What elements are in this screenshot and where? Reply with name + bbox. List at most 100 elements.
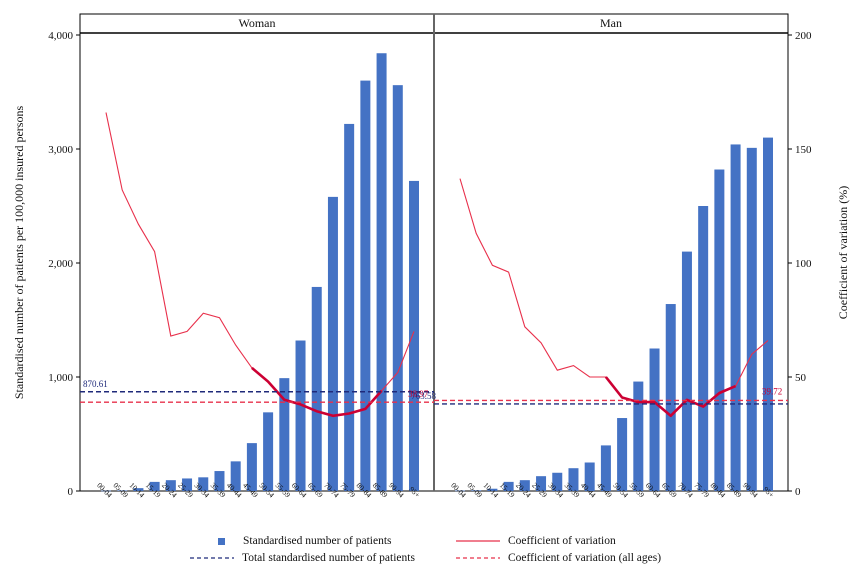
x-tick-label-woman: 65-69 <box>306 481 325 500</box>
bar-man-10-14 <box>487 488 498 491</box>
cv-all-label-woman: 38.97 <box>408 389 429 399</box>
y-left-tick-label: 1,000 <box>48 372 73 384</box>
bar-man-30-34 <box>552 472 563 491</box>
bar-man-75-79 <box>698 206 709 491</box>
bar-woman-90-94 <box>392 85 403 491</box>
legend-label-cv: Coefficient of variation <box>508 535 616 547</box>
panel-title-woman: Woman <box>238 16 275 30</box>
x-tick-label-man: 00-04 <box>449 481 468 500</box>
cv-highlight-woman <box>251 366 383 418</box>
x-tick-label-man: 55-59 <box>628 481 647 500</box>
x-tick-label-man: 10-14 <box>482 481 501 500</box>
bar-man-35-39 <box>568 468 579 491</box>
x-tick-label-woman: 05-09 <box>111 481 130 500</box>
bar-woman-25-29 <box>182 478 193 491</box>
cv-all-label-man: 39.72 <box>762 386 782 396</box>
bar-woman-15-19 <box>149 481 160 491</box>
legend-label-cv-all: Coefficient of variation (all ages) <box>508 552 662 564</box>
total-label-woman: 870.61 <box>83 379 108 389</box>
legend-swatch-cv-all <box>456 557 500 559</box>
y-left-tick-label: 0 <box>68 486 74 498</box>
bar-woman-55-59 <box>279 378 290 491</box>
bar-man-05-09 <box>471 490 482 491</box>
x-tick-label-woman: 75-79 <box>338 481 357 500</box>
x-tick-label-woman: 10-14 <box>128 481 147 500</box>
x-tick-label-man: 20-24 <box>514 481 533 500</box>
x-tick-label-man: 75-79 <box>692 481 711 500</box>
x-tick-label-woman: 70-74 <box>322 481 341 500</box>
bar-woman-40-44 <box>230 461 241 491</box>
x-tick-label-woman: 30-34 <box>192 481 211 500</box>
x-tick-label-woman: 60-64 <box>290 481 309 500</box>
x-tick-label-man: 35-39 <box>563 481 582 500</box>
y-right-tick-label: 100 <box>795 258 812 270</box>
bar-woman-30-34 <box>198 477 209 491</box>
x-tick-label-woman: 25-29 <box>176 481 195 500</box>
x-tick-label-man: 50-54 <box>611 481 630 500</box>
bar-woman-10-14 <box>133 488 144 491</box>
bar-woman-50-54 <box>263 412 274 491</box>
y-left-tick-label: 4,000 <box>48 30 73 42</box>
x-tick-label-man: 30-34 <box>546 481 565 500</box>
bar-woman-45-49 <box>246 443 257 491</box>
x-tick-label-man: 70-74 <box>676 481 695 500</box>
x-tick-label-woman: 45-49 <box>241 481 260 500</box>
bar-man-90-94 <box>746 147 757 492</box>
x-tick-label-woman: 55-59 <box>274 481 293 500</box>
bar-man-80-84 <box>714 169 725 491</box>
x-tick-label-woman: 00-04 <box>95 481 114 500</box>
bar-woman-95+ <box>409 180 419 492</box>
bar-woman-20-24 <box>165 480 176 491</box>
y-left-tick-label: 3,000 <box>48 144 73 156</box>
y-right-tick-label: 200 <box>795 30 812 42</box>
legend-item-cv-all: Coefficient of variation (all ages) <box>456 549 661 567</box>
x-tick-label-man: 45-49 <box>595 481 614 500</box>
x-tick-label-man: 85-89 <box>725 481 744 500</box>
legend-item-total: Total standardised number of patients <box>190 549 415 567</box>
x-tick-label-woman: 80-84 <box>355 481 374 500</box>
bar-woman-65-69 <box>311 286 322 491</box>
x-tick-label-woman: 40-44 <box>225 481 244 500</box>
bar-woman-05-09 <box>117 490 128 492</box>
y-left-tick-label: 2,000 <box>48 258 73 270</box>
bar-woman-75-79 <box>344 123 355 492</box>
bar-man-00-04 <box>455 490 465 492</box>
bar-man-45-49 <box>600 445 611 491</box>
bar-man-60-64 <box>649 348 660 491</box>
bar-man-65-69 <box>665 304 676 491</box>
total-label-man: 763.58 <box>411 391 436 401</box>
x-tick-label-woman: 15-19 <box>144 481 163 500</box>
x-tick-label-woman: 85-89 <box>371 481 390 500</box>
legend-swatch-total <box>190 557 234 559</box>
legend-swatch-bars <box>218 537 225 545</box>
bar-woman-35-39 <box>214 471 225 491</box>
bar-man-15-19 <box>503 481 514 491</box>
bar-man-20-24 <box>519 480 530 491</box>
bar-man-85-89 <box>730 144 741 491</box>
bar-woman-85-89 <box>376 53 387 492</box>
y-left-axis-title: Standardised number of patients per 100,… <box>12 106 26 400</box>
x-tick-label-man: 25-29 <box>530 481 549 500</box>
x-tick-label-man: 80-84 <box>709 481 728 500</box>
bar-woman-80-84 <box>360 80 371 491</box>
x-tick-label-woman: 90-94 <box>387 481 406 500</box>
bar-man-40-44 <box>584 462 595 491</box>
y-right-axis-title: Coefficient of variation (%) <box>836 186 850 319</box>
x-tick-label-woman: 35-39 <box>209 481 228 500</box>
x-tick-label-man: 40-44 <box>579 481 598 500</box>
panel-title-man: Man <box>600 16 622 30</box>
x-tick-label-man: 15-19 <box>498 481 517 500</box>
bar-woman-70-74 <box>327 196 338 491</box>
x-tick-label-man: 60-64 <box>644 481 663 500</box>
bar-man-55-59 <box>633 381 644 491</box>
bar-man-70-74 <box>681 251 692 491</box>
legend-item-cv: Coefficient of variation <box>456 532 616 550</box>
x-tick-label-woman: 20-24 <box>160 481 179 500</box>
legend-item-bars: Standardised number of patients <box>218 532 392 550</box>
bar-man-95+ <box>763 137 773 491</box>
legend-swatch-cv <box>456 540 500 542</box>
bar-man-25-29 <box>536 476 547 491</box>
y-right-tick-label: 0 <box>795 486 801 498</box>
